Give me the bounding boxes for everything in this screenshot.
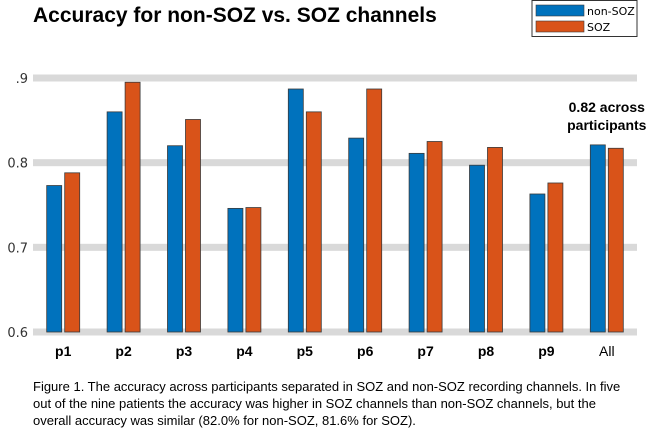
annotation-line: 0.82 across — [569, 99, 645, 115]
x-tick-label-p4: p4 — [236, 343, 253, 359]
grid-line-1 — [33, 243, 637, 251]
legend-swatch-non-SOZ — [535, 4, 585, 17]
chart-title: Accuracy for non-SOZ vs. SOZ channels — [33, 4, 437, 27]
y-tick-label: 0.6 — [7, 326, 28, 341]
legend: non-SOZ SOZ — [531, 0, 638, 37]
legend-label-SOZ: SOZ — [587, 21, 611, 34]
bar-non-SOZ-p2 — [106, 111, 123, 333]
grid-lines — [33, 74, 637, 336]
bar-non-SOZ-p5 — [287, 88, 304, 333]
x-tick-label-p2: p2 — [115, 343, 132, 359]
grid-line-0 — [33, 328, 637, 336]
bar-SOZ-p1 — [64, 172, 81, 333]
legend-label-non-SOZ: non-SOZ — [587, 5, 635, 18]
bar-non-SOZ-p8 — [469, 164, 485, 333]
bar-non-SOZ-p6 — [348, 137, 365, 333]
x-tick-label-p8: p8 — [478, 343, 495, 359]
bar-non-SOZ-p4 — [227, 207, 244, 333]
x-tick-label-p3: p3 — [176, 343, 193, 359]
annotation-line: participants — [567, 117, 647, 133]
annotation: 0.82 across participants — [567, 99, 647, 133]
bar-non-SOZ-p7 — [408, 152, 425, 333]
bar-non-SOZ-p1 — [46, 185, 63, 333]
x-tick-label-p6: p6 — [357, 343, 374, 359]
bar-SOZ-p4 — [245, 207, 262, 333]
y-tick-label: .9 — [16, 72, 28, 87]
bar-SOZ-p7 — [426, 141, 443, 333]
y-tick-label: 0.7 — [7, 241, 28, 256]
x-axis-labels: p1 p2 p3 p4 p5 p6 p7 p8 p9 All — [55, 343, 615, 359]
x-tick-label-p9: p9 — [538, 343, 555, 359]
x-tick-label-p5: p5 — [297, 343, 314, 359]
bar-SOZ-p8 — [487, 147, 503, 333]
y-tick-label: 0.8 — [7, 157, 28, 172]
figure-caption: Figure 1. The accuracy across participan… — [33, 379, 621, 428]
bar-SOZ-p2 — [124, 81, 141, 333]
bar-SOZ-All — [607, 147, 624, 333]
grid-line-3 — [33, 74, 637, 82]
bar-SOZ-p6 — [366, 88, 383, 333]
y-axis-ticks: 0.6 0.7 0.8 .9 — [7, 72, 28, 341]
bar-SOZ-p3 — [185, 119, 201, 333]
legend-swatch-SOZ — [535, 20, 585, 33]
bar-SOZ-p5 — [305, 111, 322, 333]
bar-SOZ-p9 — [547, 182, 564, 333]
grid-line-2 — [33, 159, 637, 167]
bar-chart: 0.6 0.7 0.8 .9 p1 p2 p3 p4 p5 p6 p7 p8 p9 All 0.82 a… — [7, 0, 647, 359]
bars — [46, 81, 624, 333]
x-tick-label-p1: p1 — [55, 343, 72, 359]
bar-non-SOZ-p9 — [529, 193, 546, 333]
bar-non-SOZ-p3 — [167, 145, 183, 333]
x-tick-label-All: All — [599, 343, 615, 359]
x-tick-label-p7: p7 — [417, 343, 434, 359]
bar-non-SOZ-All — [589, 144, 606, 333]
